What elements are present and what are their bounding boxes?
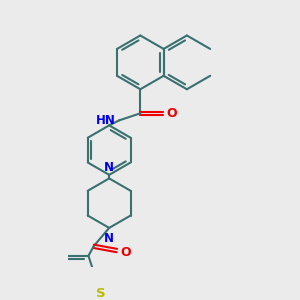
Text: N: N — [104, 232, 114, 245]
Text: S: S — [96, 287, 105, 300]
Text: O: O — [166, 107, 177, 120]
Text: O: O — [121, 245, 131, 259]
Text: HN: HN — [95, 114, 116, 127]
Text: N: N — [104, 161, 114, 174]
